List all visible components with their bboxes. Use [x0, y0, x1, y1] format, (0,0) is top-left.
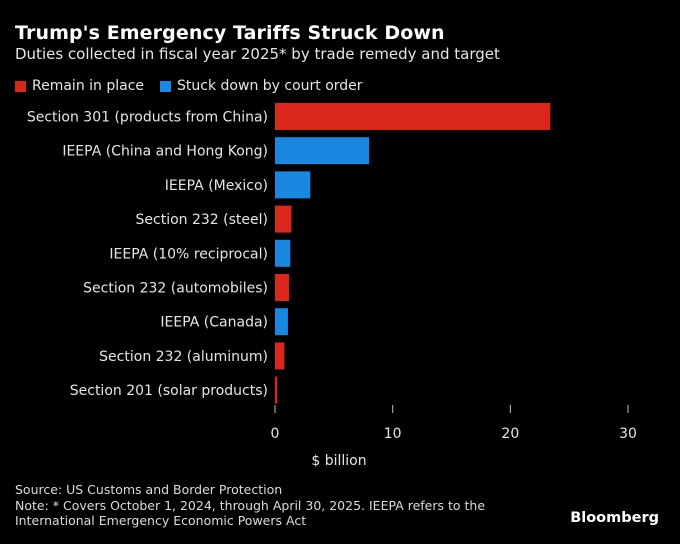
x-tick-label-1: 10 — [384, 426, 402, 442]
bar-0 — [275, 103, 551, 130]
category-label-6: IEEPA (Canada) — [160, 315, 268, 331]
footer: Source: US Customs and Border Protection… — [15, 482, 575, 529]
category-label-2: IEEPA (Mexico) — [165, 178, 268, 194]
legend-label-struck: Stuck down by court order — [177, 78, 363, 94]
chart-title: Trump's Emergency Tariffs Struck Down — [15, 22, 445, 44]
source-note: Source: US Customs and Border Protection — [15, 482, 283, 497]
x-tick-label-3: 30 — [619, 426, 637, 442]
bar-8 — [275, 376, 278, 404]
category-label-3: Section 232 (steel) — [136, 212, 268, 228]
legend-item-remain: Remain in place — [15, 78, 144, 94]
legend-swatch-struck — [160, 80, 172, 92]
footnote-line-2: International Emergency Economic Powers … — [15, 513, 307, 528]
bar-5 — [275, 274, 290, 301]
category-label-1: IEEPA (China and Hong Kong) — [62, 144, 268, 160]
category-label-5: Section 232 (automobiles) — [83, 281, 268, 297]
bar-1 — [275, 137, 370, 165]
bar-chart: Section 301 (products from China) IEEPA (… — [27, 103, 637, 469]
legend-item-struck: Stuck down by court order — [160, 78, 363, 94]
footnote-line-1: Note: * Covers October 1, 2024, through … — [15, 497, 486, 513]
bar-6 — [275, 308, 288, 336]
legend-swatch-remain — [15, 80, 26, 92]
bar-7 — [275, 342, 285, 370]
category-label-0: Section 301 (products from China) — [27, 110, 268, 126]
x-tick-label-0: 0 — [271, 426, 280, 442]
legend-label-remain: Remain in place — [32, 78, 145, 94]
category-label-7: Section 232 (aluminum) — [99, 349, 268, 365]
category-label-4: IEEPA (10% reciprocal) — [109, 246, 268, 262]
bar-2 — [275, 171, 311, 199]
x-axis-label: $ billion — [311, 453, 366, 469]
bar-3 — [275, 205, 292, 233]
category-label-8: Section 201 (solar products) — [70, 383, 268, 399]
bar-4 — [275, 239, 291, 267]
bloomberg-logo: Bloomberg — [570, 510, 659, 526]
legend: Remain in place Stuck down by court orde… — [15, 78, 379, 94]
chart-subtitle: Duties collected in fiscal year 2025* by… — [15, 45, 500, 63]
x-tick-label-2: 20 — [501, 426, 519, 442]
